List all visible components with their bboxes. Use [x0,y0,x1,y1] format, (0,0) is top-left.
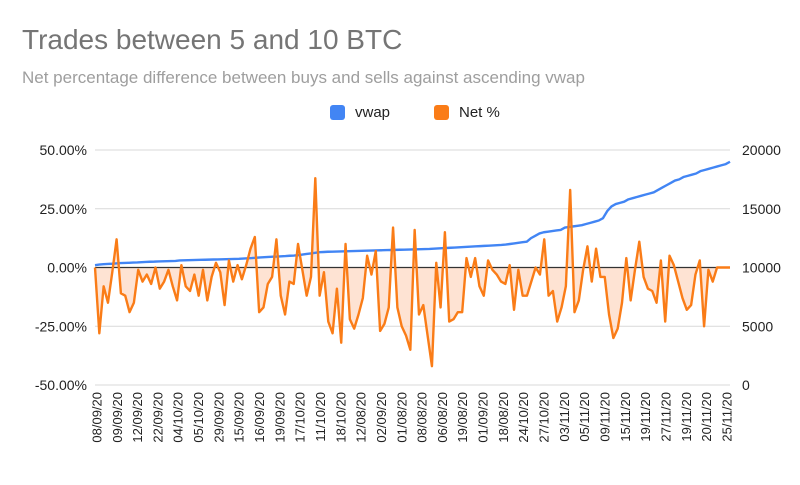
chart-subtitle: Net percentage difference between buys a… [22,68,585,87]
right-axis: 20000 15000 10000 5000 0 [742,142,781,393]
x-tick-label: 05/11/20 [577,392,592,442]
legend: vwap Net % [0,104,800,126]
net-series [93,176,730,368]
left-tick-label: 0.00% [47,260,87,276]
x-tick-label: 01/08/20 [394,392,409,443]
x-tick-label: 19/11/20 [638,392,653,442]
legend-item-vwap: vwap [330,104,390,121]
x-tick-label: 09/09/20 [110,392,125,443]
x-tick-label: 18/08/20 [496,392,511,443]
x-tick-label: 20/11/20 [699,392,714,442]
x-tick-label: 27/10/20 [537,392,552,443]
legend-label-net: Net % [459,104,500,121]
x-tick-label: 02/09/20 [374,392,389,443]
x-tick-label: 19/08/20 [455,392,470,443]
x-tick-label: 06/08/20 [435,392,450,443]
left-tick-label: 25.00% [40,201,87,217]
x-tick-label: 27/11/20 [658,392,673,442]
x-tick-label: 01/09/20 [476,392,491,443]
right-tick-label: 0 [742,377,750,393]
x-tick-label: 04/10/20 [171,392,186,443]
vwap-line [94,160,731,267]
x-axis: 08/09/20 09/09/20 12/09/20 22/09/20 04/10/20… [89,392,734,443]
x-tick-label: 22/09/20 [150,392,165,443]
x-tick-label: 29/09/20 [211,392,226,443]
left-tick-label: -50.00% [35,377,87,393]
legend-swatch-vwap [330,105,345,120]
x-tick-label: 05/10/20 [191,392,206,443]
legend-item-net: Net % [434,104,500,121]
net-line [93,176,730,368]
x-tick-label: 19/11/20 [679,392,694,442]
gridlines [95,149,730,386]
x-tick-label: 19/09/20 [272,392,287,443]
left-tick-label: 50.00% [40,142,87,158]
legend-label-vwap: vwap [355,104,391,121]
left-tick-label: -25.00% [35,318,87,334]
x-tick-label: 18/10/20 [333,392,348,443]
x-tick-label: 17/10/20 [293,392,308,443]
right-tick-label: 15000 [742,201,781,217]
x-tick-label: 09/11/20 [598,392,613,442]
x-tick-label: 11/10/20 [313,392,328,442]
x-tick-label: 12/09/20 [130,392,145,443]
x-tick-label: 08/08/20 [415,392,430,443]
x-tick-label: 15/09/20 [232,392,247,443]
chart-title: Trades between 5 and 10 BTC [22,24,403,55]
x-tick-label: 15/11/20 [618,392,633,442]
vwap-series [94,160,731,267]
x-tick-label: 08/09/20 [89,392,104,443]
x-tick-label: 12/08/20 [354,392,369,443]
right-tick-label: 5000 [742,318,773,334]
right-tick-label: 20000 [742,142,781,158]
right-tick-label: 10000 [742,260,781,276]
x-tick-label: 24/10/20 [516,392,531,443]
x-tick-label: 16/09/20 [252,392,267,443]
x-tick-label: 25/11/20 [719,392,734,442]
left-axis: 50.00% 25.00% 0.00% -25.00% -50.00% [35,142,87,393]
x-tick-label: 03/11/20 [557,392,572,442]
legend-swatch-net [434,105,449,120]
